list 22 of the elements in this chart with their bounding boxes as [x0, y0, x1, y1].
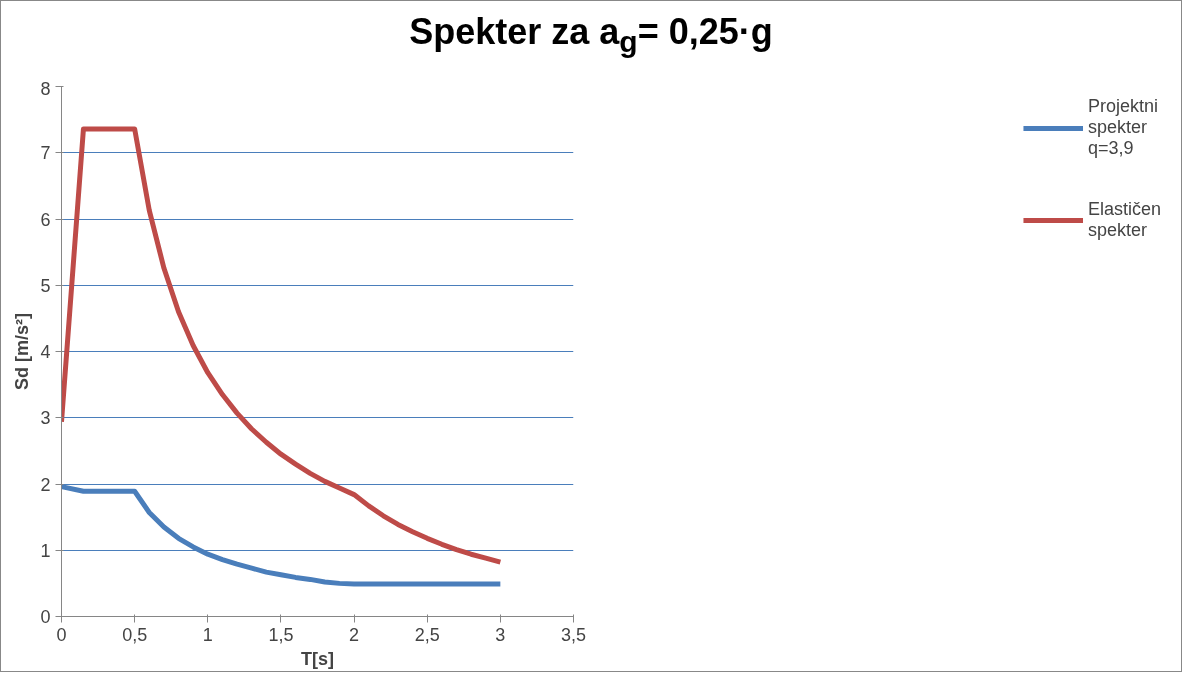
x-tick-label: 1	[202, 624, 213, 645]
y-tick-label: 0	[40, 607, 51, 627]
y-tick-label: 8	[40, 78, 51, 99]
y-tick-label: 4	[40, 342, 51, 362]
chart-title: Spekter za a$_{g}$= 0,25·g	[408, 10, 774, 61]
x-tick-label: 0,5	[122, 624, 148, 645]
x-tick-label: 3,5	[560, 624, 587, 645]
x-tick-label: 3	[495, 624, 506, 645]
y-tick-label: 2	[40, 474, 51, 495]
legend-label: Elastičen spekter	[1087, 199, 1161, 241]
y-tick-label: 3	[40, 408, 51, 429]
x-tick-label: 2,5	[414, 624, 440, 645]
x-tick-label: 0	[56, 624, 67, 645]
y-axis-title: Sd [m/s²]	[12, 312, 33, 390]
legend-label: Projektni spekter q=3,9	[1087, 96, 1158, 159]
y-tick-label: 6	[40, 209, 51, 230]
y-tick-label: 7	[40, 143, 51, 164]
y-tick-label: 5	[40, 275, 51, 296]
x-tick-label: 1,5	[268, 624, 294, 645]
x-axis-title: T[s]	[301, 648, 334, 669]
x-tick-label: 2	[349, 624, 360, 645]
y-tick-label: 1	[40, 540, 51, 561]
